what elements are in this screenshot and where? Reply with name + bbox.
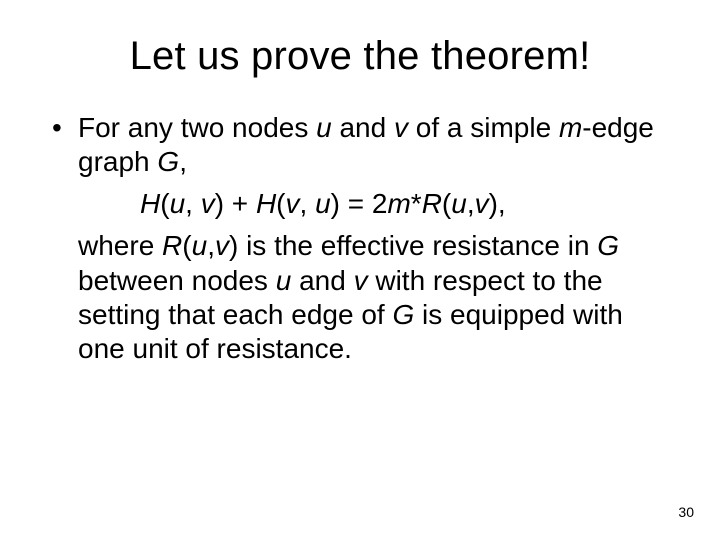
var-u: u bbox=[170, 188, 186, 219]
text: , bbox=[300, 188, 316, 219]
var-u: u bbox=[315, 188, 331, 219]
slide-title: Let us prove the theorem! bbox=[48, 34, 672, 79]
var-G: G bbox=[157, 146, 179, 177]
var-m: m bbox=[387, 188, 410, 219]
var-G: G bbox=[392, 299, 414, 330]
text: ) = 2 bbox=[331, 188, 388, 219]
var-v: v bbox=[201, 188, 215, 219]
var-u: u bbox=[451, 188, 467, 219]
text: and bbox=[332, 112, 394, 143]
text: ( bbox=[160, 188, 169, 219]
text: ) bbox=[229, 230, 238, 261]
text: and bbox=[291, 265, 353, 296]
var-H: H bbox=[140, 188, 160, 219]
text: is the effective resistance in bbox=[238, 230, 597, 261]
text: between nodes bbox=[78, 265, 276, 296]
slide-number: 30 bbox=[678, 504, 694, 520]
text: , bbox=[185, 188, 201, 219]
text: , bbox=[179, 146, 187, 177]
var-v: v bbox=[394, 112, 408, 143]
var-G: G bbox=[597, 230, 619, 261]
var-u: u bbox=[316, 112, 332, 143]
text: , bbox=[467, 188, 475, 219]
var-R: R bbox=[162, 230, 182, 261]
text: of a simple bbox=[408, 112, 559, 143]
var-v: v bbox=[475, 188, 489, 219]
text: For any two nodes bbox=[78, 112, 316, 143]
text: ) + bbox=[215, 188, 256, 219]
continuation-text: where R(u,v) is the effective resistance… bbox=[48, 229, 672, 366]
var-R: R bbox=[422, 188, 442, 219]
text: ( bbox=[276, 188, 285, 219]
text: , bbox=[207, 230, 215, 261]
var-H: H bbox=[256, 188, 276, 219]
var-v: v bbox=[215, 230, 229, 261]
text: ( bbox=[182, 230, 191, 261]
formula-line: H(u, v) + H(v, u) = 2m*R(u,v), bbox=[48, 187, 672, 221]
text: * bbox=[411, 188, 422, 219]
bullet-item: For any two nodes u and v of a simple m-… bbox=[48, 111, 672, 179]
text: ), bbox=[489, 188, 506, 219]
slide: Let us prove the theorem! For any two no… bbox=[0, 0, 720, 540]
var-v: v bbox=[286, 188, 300, 219]
text: where bbox=[78, 230, 162, 261]
slide-body: For any two nodes u and v of a simple m-… bbox=[48, 111, 672, 366]
text: ( bbox=[442, 188, 451, 219]
var-v: v bbox=[354, 265, 368, 296]
var-u: u bbox=[192, 230, 208, 261]
var-u: u bbox=[276, 265, 292, 296]
bullet-list: For any two nodes u and v of a simple m-… bbox=[48, 111, 672, 179]
var-m: m bbox=[559, 112, 582, 143]
